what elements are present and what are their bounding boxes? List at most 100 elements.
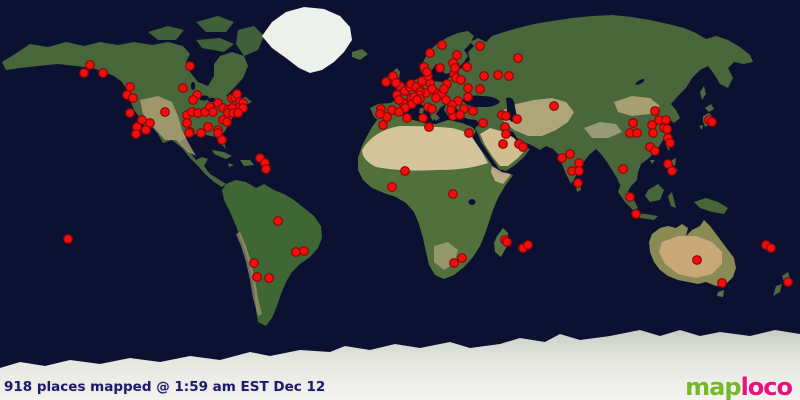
place-marker	[463, 83, 473, 93]
place-marker	[766, 243, 776, 253]
place-marker	[665, 138, 675, 148]
place-marker	[400, 166, 410, 176]
place-marker	[549, 101, 559, 111]
place-marker	[618, 164, 628, 174]
place-marker	[456, 75, 466, 85]
place-marker	[184, 128, 194, 138]
place-marker	[518, 142, 528, 152]
place-marker	[424, 122, 434, 132]
place-marker	[439, 84, 449, 94]
place-marker	[427, 84, 437, 94]
place-marker	[208, 107, 218, 117]
place-marker	[446, 105, 456, 115]
place-marker	[412, 95, 422, 105]
place-marker	[394, 107, 404, 117]
place-marker	[233, 108, 243, 118]
place-marker	[196, 128, 206, 138]
place-marker	[493, 70, 503, 80]
place-marker	[85, 60, 95, 70]
place-marker	[452, 50, 462, 60]
place-marker	[502, 237, 512, 247]
place-marker	[394, 95, 404, 105]
continent-south-america	[222, 180, 322, 326]
place-marker	[574, 158, 584, 168]
place-marker	[188, 95, 198, 105]
place-marker	[667, 166, 677, 176]
place-marker	[707, 117, 717, 127]
place-marker	[125, 82, 135, 92]
place-marker	[455, 110, 465, 120]
place-marker	[131, 129, 141, 139]
place-marker	[378, 120, 388, 130]
lake-winnipeg	[190, 82, 196, 90]
place-marker	[628, 118, 638, 128]
place-marker	[463, 92, 473, 102]
desert-west-us	[140, 96, 196, 156]
place-marker	[381, 77, 391, 87]
place-marker	[291, 247, 301, 257]
place-marker	[783, 277, 793, 287]
place-marker	[692, 255, 702, 265]
maploco-logo-loco: loco	[740, 373, 793, 400]
place-marker	[468, 106, 478, 116]
continents	[0, 7, 800, 400]
place-marker	[462, 62, 472, 72]
maploco-logo[interactable]: maploco	[685, 373, 793, 400]
place-marker	[203, 122, 213, 132]
place-marker	[182, 118, 192, 128]
place-marker	[160, 107, 170, 117]
place-marker	[557, 153, 567, 163]
place-marker	[512, 114, 522, 124]
place-marker	[479, 71, 489, 81]
place-marker	[650, 106, 660, 116]
iceland	[352, 49, 368, 60]
place-marker	[425, 48, 435, 58]
place-marker	[418, 113, 428, 123]
place-marker	[185, 61, 195, 71]
place-marker	[650, 146, 660, 156]
place-marker	[252, 272, 262, 282]
place-marker	[264, 273, 274, 283]
antarctica	[0, 330, 800, 400]
place-marker	[427, 104, 437, 114]
place-marker	[449, 258, 459, 268]
greenland	[262, 7, 352, 73]
place-marker	[141, 125, 151, 135]
place-marker	[402, 113, 412, 123]
place-marker	[661, 115, 671, 125]
mediterranean-islands	[419, 108, 436, 121]
continent-north-america	[2, 42, 252, 187]
place-marker	[441, 95, 451, 105]
place-marker	[475, 41, 485, 51]
place-marker	[513, 53, 523, 63]
place-marker	[375, 109, 385, 119]
place-marker	[450, 63, 460, 73]
place-marker	[435, 63, 445, 73]
place-marker	[574, 166, 584, 176]
place-marker	[128, 93, 138, 103]
place-marker	[457, 253, 467, 263]
place-marker	[437, 40, 447, 50]
maploco-logo-map: map	[685, 373, 741, 400]
place-marker	[504, 71, 514, 81]
place-marker	[478, 118, 488, 128]
place-marker	[475, 84, 485, 94]
place-marker	[261, 164, 271, 174]
place-marker	[63, 234, 73, 244]
place-marker	[565, 149, 575, 159]
place-marker	[249, 258, 259, 268]
horn-of-africa	[491, 166, 511, 184]
place-marker	[422, 67, 432, 77]
place-marker	[501, 111, 511, 121]
place-marker	[98, 68, 108, 78]
tasmania	[717, 290, 724, 297]
place-marker	[232, 89, 242, 99]
place-marker	[125, 108, 135, 118]
place-marker	[523, 240, 533, 250]
place-marker	[717, 278, 727, 288]
marker-layer	[63, 40, 793, 288]
sahara	[362, 126, 488, 171]
place-marker	[391, 78, 401, 88]
place-marker	[625, 192, 635, 202]
place-marker	[648, 128, 658, 138]
